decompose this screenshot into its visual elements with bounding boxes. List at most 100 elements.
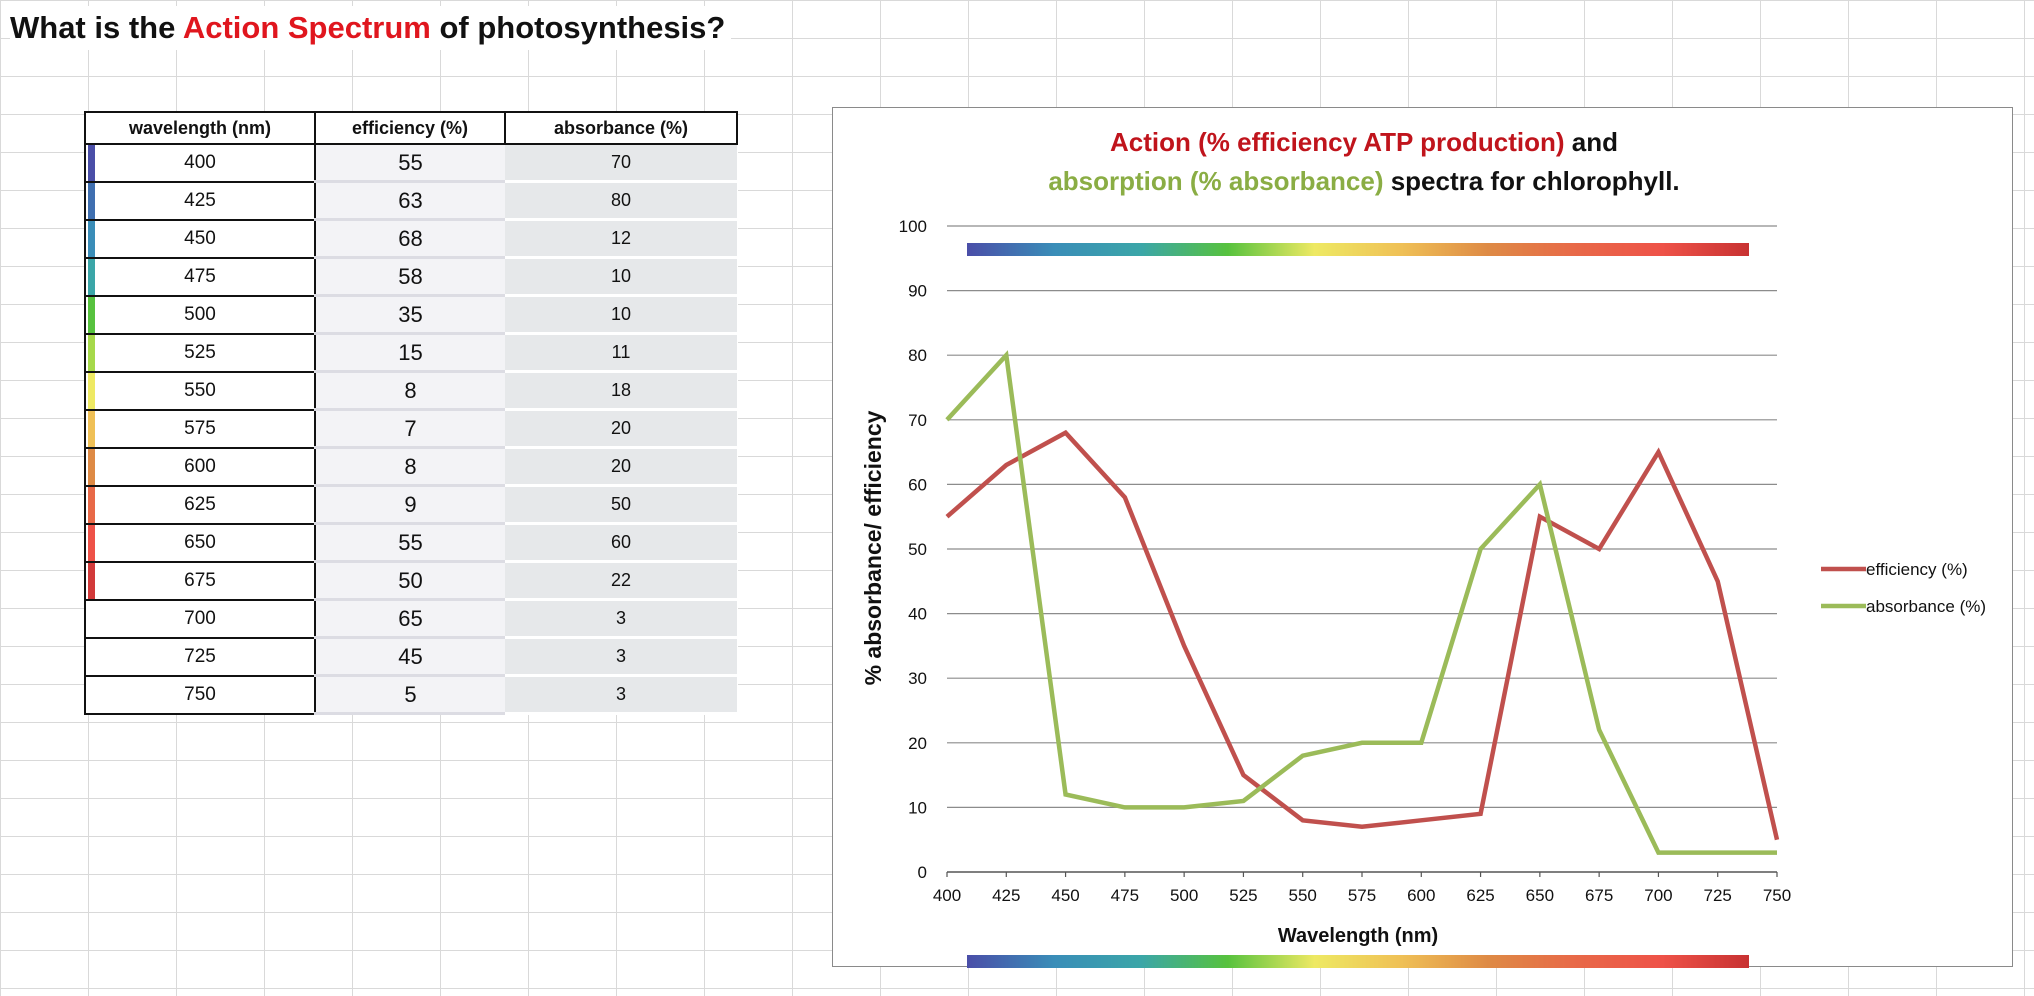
cell-efficiency[interactable]: 45 [315, 637, 505, 677]
header-efficiency[interactable]: efficiency (%) [314, 111, 506, 145]
cell-absorbance[interactable]: 50 [505, 485, 737, 525]
wavelength-color-strip [88, 334, 95, 371]
title-text-end: of photosynthesis? [430, 10, 726, 45]
chart-panel[interactable]: Action (% efficiency ATP production) and… [832, 107, 2013, 968]
y-axis-label: % absorbance/ efficiency [860, 410, 886, 685]
y-tick-label: 80 [908, 346, 927, 365]
cell-wavelength[interactable]: 575 [84, 409, 316, 449]
cell-wavelength[interactable]: 550 [84, 371, 316, 411]
chart-title-line-2: absorption (% absorbance) spectra for ch… [1048, 166, 1679, 196]
cell-absorbance[interactable]: 80 [505, 181, 737, 221]
cell-absorbance[interactable]: 3 [505, 599, 737, 639]
chart-title-segment: and [1565, 127, 1618, 157]
wavelength-value: 625 [184, 493, 216, 515]
y-tick-label: 10 [908, 798, 927, 817]
cell-efficiency[interactable]: 7 [315, 409, 505, 449]
cell-absorbance[interactable]: 3 [505, 637, 737, 677]
series-line-absorbance[interactable] [945, 350, 1777, 855]
table-row: 600 8 20 [84, 447, 737, 487]
cell-efficiency[interactable]: 63 [315, 181, 505, 221]
x-tick-label: 450 [1051, 886, 1079, 905]
wavelength-color-strip [88, 182, 95, 219]
cell-wavelength[interactable]: 650 [84, 523, 316, 563]
x-tick-label: 625 [1466, 886, 1494, 905]
y-tick-labels: 0 10 20 30 40 50 60 70 80 90 100 [899, 217, 927, 882]
cell-absorbance[interactable]: 70 [505, 144, 737, 183]
cell-efficiency[interactable]: 50 [315, 561, 505, 601]
cell-absorbance[interactable]: 20 [505, 447, 737, 487]
x-tick-label: 725 [1704, 886, 1732, 905]
wavelength-color-strip [88, 258, 95, 295]
wavelength-color-strip [88, 145, 95, 181]
cell-wavelength[interactable]: 675 [84, 561, 316, 601]
cell-wavelength[interactable]: 475 [84, 257, 316, 297]
cell-efficiency[interactable]: 58 [315, 257, 505, 297]
y-tick-label: 0 [918, 863, 927, 882]
cell-efficiency[interactable]: 15 [315, 333, 505, 373]
table-row: 550 8 18 [84, 371, 737, 411]
cell-wavelength[interactable]: 750 [84, 675, 316, 715]
y-tick-label: 40 [908, 605, 927, 624]
cell-wavelength[interactable]: 600 [84, 447, 316, 487]
series-lines [945, 350, 1780, 855]
cell-wavelength[interactable]: 425 [84, 181, 316, 221]
cell-efficiency[interactable]: 8 [315, 447, 505, 487]
legend: efficiency (%) absorbance (%) [1821, 560, 1986, 616]
header-absorbance[interactable]: absorbance (%) [504, 111, 738, 145]
y-tick-label: 100 [899, 217, 927, 236]
cell-absorbance[interactable]: 3 [505, 675, 737, 715]
cell-efficiency[interactable]: 35 [315, 295, 505, 335]
title-text-start: What is the [10, 10, 183, 45]
cell-efficiency[interactable]: 55 [315, 144, 505, 183]
cell-wavelength[interactable]: 400 [84, 144, 316, 183]
wavelength-value: 500 [184, 303, 216, 325]
gridlines [947, 225, 1777, 873]
wavelength-value: 575 [184, 417, 216, 439]
cell-wavelength[interactable]: 625 [84, 485, 316, 525]
cell-absorbance[interactable]: 12 [505, 219, 737, 259]
cell-absorbance[interactable]: 10 [505, 295, 737, 335]
wavelength-value: 675 [184, 569, 216, 591]
legend-label[interactable]: efficiency (%) [1866, 560, 1968, 579]
cell-efficiency[interactable]: 9 [315, 485, 505, 525]
wavelength-value: 725 [184, 645, 216, 667]
cell-absorbance[interactable]: 22 [505, 561, 737, 601]
table-row: 725 45 3 [84, 637, 737, 677]
cell-efficiency[interactable]: 65 [315, 599, 505, 639]
chart-title-segment: absorption (% absorbance) [1048, 166, 1383, 196]
cell-wavelength[interactable]: 700 [84, 599, 316, 639]
header-wavelength[interactable]: wavelength (nm) [84, 111, 316, 145]
y-tick-label: 60 [908, 475, 927, 494]
cell-efficiency[interactable]: 5 [315, 675, 505, 715]
wavelength-value: 600 [184, 455, 216, 477]
cell-absorbance[interactable]: 10 [505, 257, 737, 297]
cell-efficiency[interactable]: 55 [315, 523, 505, 563]
cell-efficiency[interactable]: 8 [315, 371, 505, 411]
wavelength-color-strip [88, 220, 95, 257]
legend-label[interactable]: absorbance (%) [1866, 597, 1986, 616]
wavelength-value: 525 [184, 341, 216, 363]
x-tick-label: 750 [1763, 886, 1791, 905]
x-tick-label: 475 [1111, 886, 1139, 905]
cell-wavelength[interactable]: 525 [84, 333, 316, 373]
spectrum-color-bar-bottom [967, 955, 1749, 968]
cell-absorbance[interactable]: 20 [505, 409, 737, 449]
table-row: 475 58 10 [84, 257, 737, 297]
data-table: wavelength (nm) efficiency (%) absorbanc… [84, 111, 738, 715]
cell-absorbance[interactable]: 11 [505, 333, 737, 373]
y-tick-label: 30 [908, 669, 927, 688]
table-row: 450 68 12 [84, 219, 737, 259]
table-header-row: wavelength (nm) efficiency (%) absorbanc… [84, 111, 738, 145]
wavelength-value: 475 [184, 265, 216, 287]
series-line-efficiency[interactable] [945, 429, 1780, 841]
cell-absorbance[interactable]: 60 [505, 523, 737, 563]
table-row: 525 15 11 [84, 333, 737, 373]
wavelength-value: 650 [184, 531, 216, 553]
chart-title: Action (% efficiency ATP production) and… [1048, 127, 1679, 196]
cell-wavelength[interactable]: 500 [84, 295, 316, 335]
cell-wavelength[interactable]: 725 [84, 637, 316, 677]
cell-absorbance[interactable]: 18 [505, 371, 737, 411]
cell-wavelength[interactable]: 450 [84, 219, 316, 259]
cell-efficiency[interactable]: 68 [315, 219, 505, 259]
table-row: 425 63 80 [84, 181, 737, 221]
